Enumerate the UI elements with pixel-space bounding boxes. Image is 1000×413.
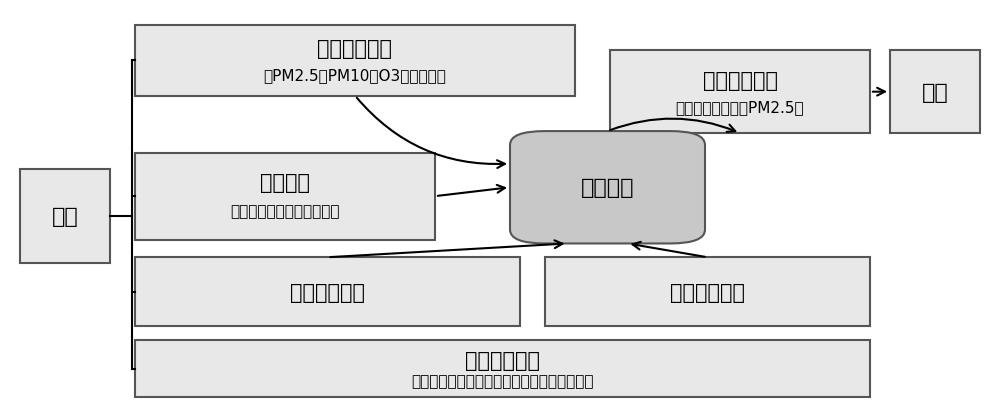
Text: 输入: 输入 <box>52 206 78 226</box>
Text: 预测模型: 预测模型 <box>581 178 634 198</box>
FancyBboxPatch shape <box>890 51 980 134</box>
Text: 历史气象数据: 历史气象数据 <box>290 282 365 302</box>
FancyBboxPatch shape <box>135 26 575 96</box>
FancyBboxPatch shape <box>135 153 435 240</box>
Text: （如时间戳，儒略日，月份，星期，小时等）: （如时间戳，儒略日，月份，星期，小时等） <box>411 373 594 388</box>
Text: 历史大气数据: 历史大气数据 <box>318 39 392 59</box>
FancyBboxPatch shape <box>510 132 705 244</box>
FancyBboxPatch shape <box>135 258 520 326</box>
Text: （PM2.5，PM10，O3等六要素）: （PM2.5，PM10，O3等六要素） <box>264 69 446 83</box>
FancyBboxPatch shape <box>20 169 110 263</box>
Text: 预报气象数据: 预报气象数据 <box>670 282 745 302</box>
Text: （高程，经纬度，站点号）: （高程，经纬度，站点号） <box>230 204 340 219</box>
Text: 已知输入数据: 已知输入数据 <box>465 350 540 370</box>
Text: 固定数据: 固定数据 <box>260 173 310 193</box>
Text: 未来大气数据: 未来大气数据 <box>702 71 778 90</box>
Text: （待预测要素，如PM2.5）: （待预测要素，如PM2.5） <box>676 100 804 115</box>
Text: 输出: 输出 <box>922 83 948 102</box>
FancyBboxPatch shape <box>135 340 870 397</box>
FancyBboxPatch shape <box>545 258 870 326</box>
FancyBboxPatch shape <box>610 51 870 134</box>
